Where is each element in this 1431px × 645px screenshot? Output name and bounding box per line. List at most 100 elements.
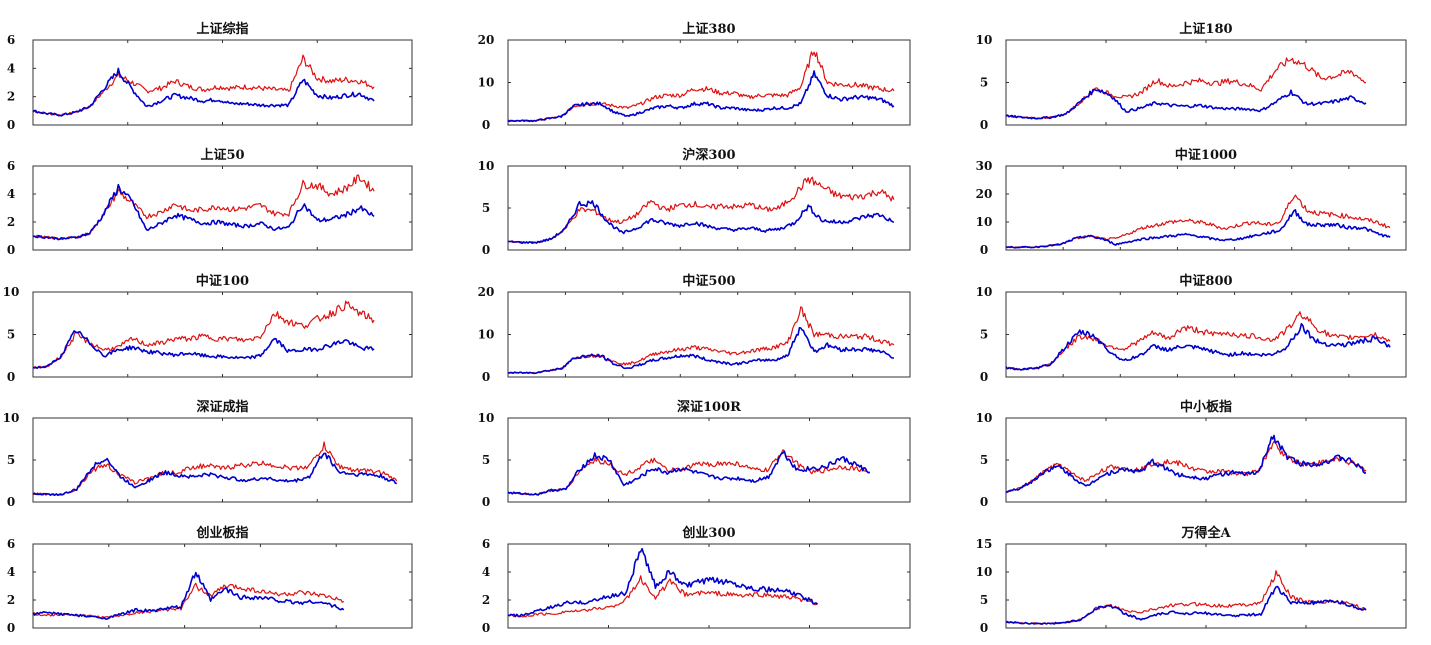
y-tick-label: 10 [976,33,993,47]
y-tick-label: 0 [7,118,15,132]
y-tick-label: 20 [976,187,993,201]
y-tick-label: 10 [478,328,495,342]
plot-frame [32,417,413,503]
y-tick-label: 0 [980,495,988,509]
plot-frame [32,291,413,378]
plot-frame [32,543,413,629]
y-tick-label: 2 [7,215,15,229]
y-tick-label: 30 [976,159,993,173]
y-tick-label: 10 [3,285,20,299]
y-tick-label: 20 [478,33,495,47]
series-line-red [32,582,345,619]
series-line-red [32,54,375,117]
y-tick-label: 0 [7,495,15,509]
series-line-blue [507,547,819,618]
chart-panel: 中小板指 0 5 10 [976,399,1407,509]
y-tick-label: 0 [980,243,988,257]
chart-title: 中证500 [682,273,735,289]
series-line-red [507,575,818,618]
chart-panel: 上证综指 0 2 4 6 [7,21,413,132]
series-line-red [507,51,895,123]
series-line-blue [507,70,895,123]
series-line-blue [32,67,375,117]
chart-title: 中证1000 [1175,147,1237,163]
chart-panel: 创业300 0 2 4 6 [482,525,911,635]
y-tick-label: 5 [980,453,988,467]
chart-title: 中证800 [1179,273,1232,289]
chart-panel: 中证100 0 5 10 [3,273,413,384]
series-line-red [1005,194,1391,249]
y-tick-label: 2 [7,90,15,104]
series-line-blue [507,450,870,496]
chart-title: 上证380 [682,22,735,37]
chart-panel: 上证50 0 2 4 6 [7,148,413,257]
series-line-blue [1005,585,1367,626]
plot-frame [32,39,413,126]
y-tick-label: 10 [976,411,993,425]
y-tick-label: 6 [7,537,15,551]
y-tick-label: 6 [7,159,15,173]
chart-title: 中证100 [196,273,249,289]
y-tick-label: 0 [980,370,988,384]
chart-panel: 深证100R 0 5 10 [478,399,911,509]
series-line-blue [1005,209,1391,249]
series-line-blue [32,330,375,370]
chart-title: 深证100R [677,399,741,415]
chart-panel: 中证500 0 10 20 [478,273,911,384]
y-tick-label: 4 [7,565,15,579]
plot-frame [1005,543,1407,629]
y-tick-label: 0 [482,495,490,509]
y-tick-label: 0 [482,621,490,635]
chart-title: 上证180 [1179,22,1232,37]
series-line-red [32,441,398,496]
plot-frame [507,543,911,629]
plot-frame [507,417,911,503]
y-tick-label: 0 [980,118,988,132]
y-tick-label: 10 [976,215,993,229]
y-tick-label: 5 [482,453,490,467]
y-tick-label: 5 [7,453,15,467]
series-line-red [507,176,895,244]
y-tick-label: 5 [482,201,490,215]
y-tick-label: 10 [976,285,993,299]
y-tick-label: 0 [7,621,15,635]
series-line-red [507,306,895,374]
y-tick-label: 10 [976,565,993,579]
chart-panel: 中证1000 0 10 20 30 [976,147,1407,257]
series-line-blue [32,452,397,497]
y-tick-label: 5 [980,328,988,342]
chart-title: 沪深300 [682,147,735,163]
y-tick-label: 10 [3,411,20,425]
y-tick-label: 10 [478,159,495,173]
chart-title: 上证综指 [196,21,248,37]
y-tick-label: 0 [482,118,490,132]
series-line-red [1005,570,1367,625]
y-tick-label: 4 [7,61,15,75]
chart-panel: 上证380 0 10 20 [478,22,911,132]
y-tick-label: 10 [478,76,495,90]
chart-panel: 深证成指 0 5 10 [3,399,413,509]
series-line-red [1005,311,1391,371]
y-tick-label: 0 [482,243,490,257]
y-tick-label: 2 [482,593,490,607]
series-line-red [1005,57,1367,120]
chart-title: 深证成指 [196,399,248,415]
chart-title: 创业板指 [195,525,248,541]
chart-panel: 上证180 0 5 10 [976,22,1407,132]
y-tick-label: 2 [7,593,15,607]
y-tick-label: 6 [482,537,490,551]
series-line-red [32,174,375,241]
series-line-blue [32,571,345,620]
series-line-blue [1005,322,1391,371]
plot-frame [1005,291,1407,378]
y-tick-label: 0 [980,621,988,635]
series-line-blue [1005,88,1367,120]
y-tick-label: 5 [980,76,988,90]
y-tick-label: 0 [7,370,15,384]
chart-panel: 万得全A 0 5 10 15 [976,525,1407,635]
series-line-blue [32,183,375,241]
y-tick-label: 0 [482,370,490,384]
y-tick-label: 6 [7,33,15,47]
